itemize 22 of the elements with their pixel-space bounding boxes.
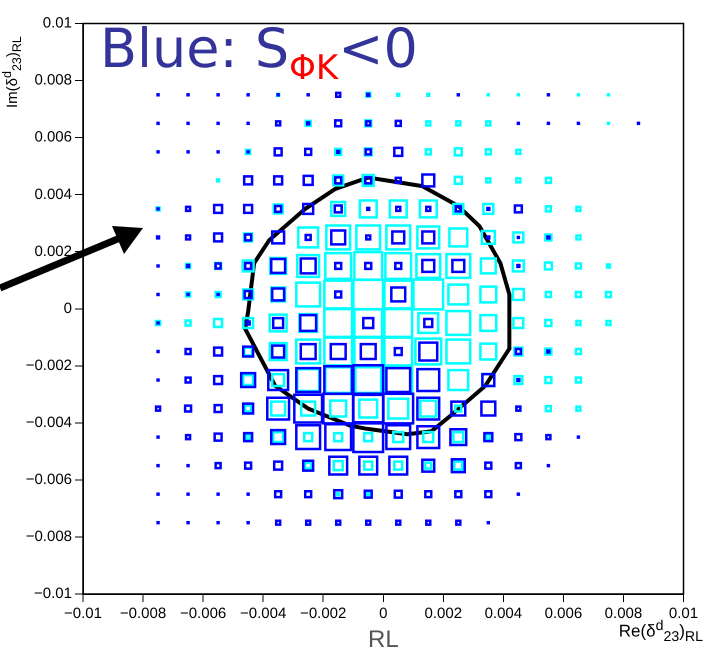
y-tick-label: −0.002 <box>26 356 72 374</box>
y-tick-label: −0.008 <box>26 528 72 546</box>
text: RL <box>368 626 399 654</box>
y-tick-label: −0.01 <box>34 585 72 602</box>
x-tick-label: −0.004 <box>240 605 286 622</box>
y-tick-label: 0.008 <box>34 72 72 89</box>
y-tick-label: −0.004 <box>26 414 72 431</box>
x-tick-label: −0.01 <box>64 605 102 622</box>
x-tick-label: −0.002 <box>300 605 346 622</box>
y-tick-label: 0.002 <box>34 242 72 260</box>
x-tick-label: −0.006 <box>180 605 226 622</box>
x-tick-label: −0.008 <box>120 605 166 622</box>
x-tick-label: 0.004 <box>484 605 522 622</box>
y-tick-label: −0.006 <box>26 471 72 488</box>
chart-title: Blue: S$_{ΦK}$<0 <box>100 17 418 88</box>
x-tick-label: 0 <box>379 605 388 622</box>
x-tick-label: 0.006 <box>544 605 582 622</box>
y-tick-label: 0 <box>64 300 72 317</box>
x-tick-label: 0.002 <box>424 605 462 622</box>
y-tick-label: 0.006 <box>34 128 72 146</box>
y-tick-label: 0.01 <box>42 14 72 32</box>
y-tick-label: 0.004 <box>34 186 72 203</box>
